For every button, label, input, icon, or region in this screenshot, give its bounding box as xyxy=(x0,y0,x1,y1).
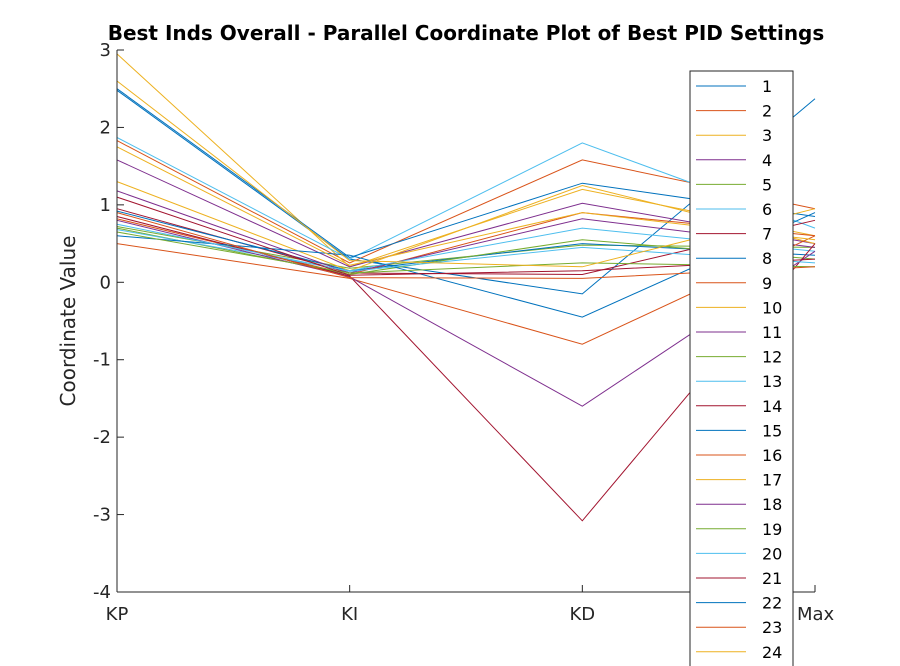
legend-label-1: 1 xyxy=(762,77,772,96)
legend-label-21: 21 xyxy=(762,569,782,588)
legend-label-16: 16 xyxy=(762,446,782,465)
y-axis-label: Coordinate Value xyxy=(56,236,80,407)
x-tick-label: KP xyxy=(106,604,129,625)
legend-label-6: 6 xyxy=(762,200,772,219)
x-tick-label: KD xyxy=(569,604,595,625)
legend-label-5: 5 xyxy=(762,175,772,194)
legend-label-18: 18 xyxy=(762,495,782,514)
legend-label-12: 12 xyxy=(762,348,782,367)
legend-label-14: 14 xyxy=(762,397,782,416)
x-tick-label: Max xyxy=(797,604,835,625)
legend-label-15: 15 xyxy=(762,421,782,440)
legend-label-24: 24 xyxy=(762,643,782,662)
y-tick-label: 1 xyxy=(100,195,111,216)
y-tick-label: -3 xyxy=(93,505,111,526)
legend-label-20: 20 xyxy=(762,544,782,563)
chart-title: Best Inds Overall - Parallel Coordinate … xyxy=(108,21,825,45)
legend-label-22: 22 xyxy=(762,594,782,613)
y-tick-label: 0 xyxy=(100,272,111,293)
y-tick-label: -1 xyxy=(93,350,111,371)
legend-label-9: 9 xyxy=(762,274,772,293)
legend-label-11: 11 xyxy=(762,323,782,342)
x-tick-label: KI xyxy=(341,604,358,625)
y-tick-label: -2 xyxy=(93,427,111,448)
legend-label-17: 17 xyxy=(762,471,782,490)
legend-label-23: 23 xyxy=(762,618,782,637)
legend-label-4: 4 xyxy=(762,151,772,170)
legend-label-19: 19 xyxy=(762,520,782,539)
legend-label-8: 8 xyxy=(762,249,772,268)
legend-label-2: 2 xyxy=(762,102,772,121)
y-tick-label: 2 xyxy=(100,117,111,138)
legend-label-3: 3 xyxy=(762,126,772,145)
legend-box xyxy=(689,70,794,666)
y-tick-label: 3 xyxy=(100,40,111,61)
legend-label-10: 10 xyxy=(762,298,782,317)
legend-label-7: 7 xyxy=(762,225,772,244)
legend-label-13: 13 xyxy=(762,372,782,391)
y-tick-label: -4 xyxy=(93,582,111,603)
